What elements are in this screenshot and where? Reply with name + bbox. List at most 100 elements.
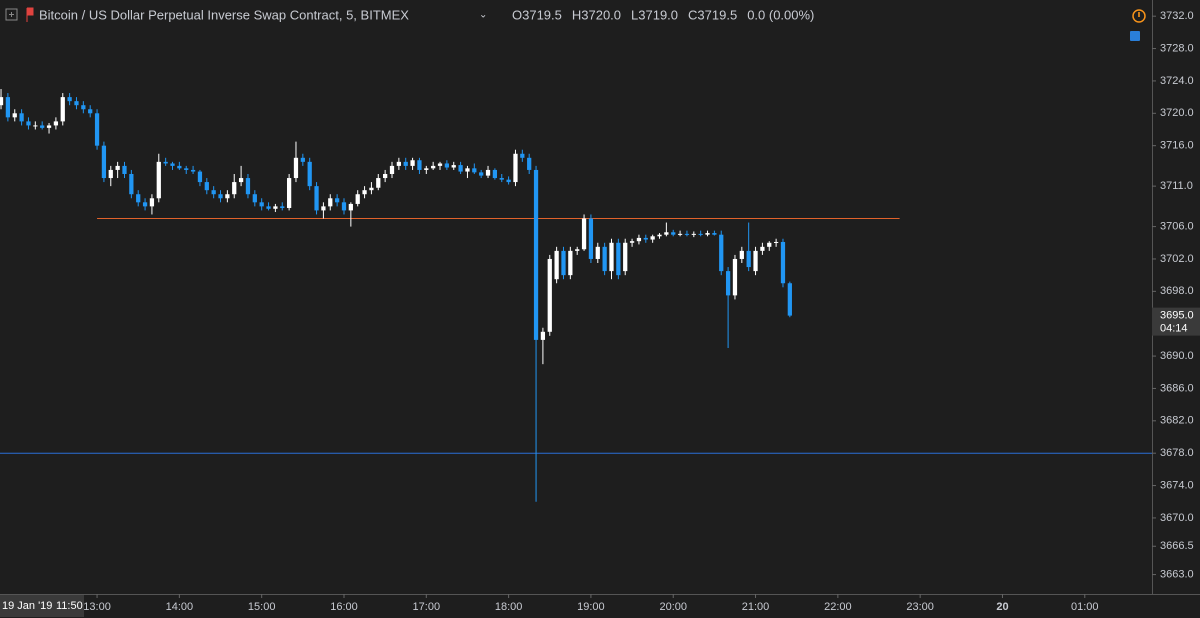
dropdown-caret[interactable]: ⌄ <box>479 10 487 21</box>
candle-body <box>88 109 93 114</box>
candle-body <box>616 242 621 276</box>
candle-body <box>383 173 388 179</box>
candle-body <box>26 121 31 126</box>
ohlc-value: O3719.5 <box>512 7 562 22</box>
candle-body <box>417 160 422 170</box>
alert-icon[interactable] <box>1132 9 1146 23</box>
expand-icon[interactable] <box>5 8 18 21</box>
candle-body <box>341 202 347 211</box>
y-tick-label: 3674.0 <box>1160 479 1194 491</box>
candle-body <box>643 237 648 240</box>
candle-body <box>657 234 662 237</box>
candle-body <box>540 331 546 340</box>
expand-plus <box>9 12 14 17</box>
x-tick-label: 01:00 <box>1071 601 1099 613</box>
ohlc-legend: O3719.5 H3720.0 L3719.0 C3719.5 0.0 (0.00%) <box>512 7 814 22</box>
candle-body <box>81 105 86 110</box>
x-tick-label: 17:00 <box>413 601 441 613</box>
candle-body <box>369 187 374 191</box>
x-tick-label: 19:00 <box>577 601 605 613</box>
candle-body <box>499 178 504 180</box>
candle-body <box>533 169 539 340</box>
candle-body <box>286 178 292 208</box>
candle-body <box>5 97 11 118</box>
candle-body <box>472 168 477 173</box>
candle-body <box>561 250 566 276</box>
candle-body <box>609 242 614 272</box>
x-tick-label: 21:00 <box>742 601 770 613</box>
candle-body <box>170 163 175 166</box>
candle-body <box>520 153 525 158</box>
candle-body <box>190 169 196 172</box>
x-tick-label: 13:00 <box>83 601 111 613</box>
candle-body <box>335 198 340 203</box>
candle-body <box>197 171 203 183</box>
candle-body <box>115 165 120 170</box>
x-tick-label: 22:00 <box>824 601 852 613</box>
candle-body <box>232 182 237 195</box>
candle-body <box>362 190 367 195</box>
crosshair-time-box <box>0 595 84 617</box>
candle-body <box>328 198 333 207</box>
candle-body <box>101 145 107 179</box>
alert-mark <box>1138 12 1140 17</box>
candle-body <box>767 242 772 247</box>
candle-body <box>156 161 161 199</box>
candle-body <box>252 194 257 203</box>
candle-body <box>623 242 628 272</box>
candle-body <box>266 206 271 209</box>
candle-body <box>396 161 401 166</box>
countdown-label: 04:14 <box>1160 323 1188 335</box>
candle-body <box>122 165 127 174</box>
y-tick-label: 3702.0 <box>1160 253 1194 265</box>
x-tick-label: 16:00 <box>330 601 358 613</box>
candle-body <box>424 168 429 170</box>
candle-body <box>211 190 216 195</box>
candle-body <box>485 169 491 176</box>
y-tick-label: 3663.0 <box>1160 568 1194 580</box>
candle-body <box>293 157 299 179</box>
candle-body <box>705 233 710 235</box>
candle-body <box>33 125 38 127</box>
candle-body <box>376 178 381 188</box>
last-price-label: 3695.0 <box>1160 310 1194 322</box>
candle-body <box>129 173 134 195</box>
candle-body <box>760 246 765 251</box>
y-tick-label: 3678.0 <box>1160 447 1194 459</box>
candle-body <box>245 178 251 195</box>
candle-body <box>479 172 484 176</box>
candle-body <box>739 250 744 259</box>
candle-body <box>19 113 24 122</box>
x-tick-label: 15:00 <box>248 601 276 613</box>
y-tick-label: 3724.0 <box>1160 75 1194 87</box>
crosshair-date: 19 Jan '19 <box>2 600 52 612</box>
candle-body <box>184 168 189 170</box>
candle-body <box>677 233 683 235</box>
candle-body <box>595 246 600 259</box>
x-tick-label: 14:00 <box>166 601 194 613</box>
candle-body <box>451 165 456 168</box>
x-tick-label: 20:00 <box>659 601 687 613</box>
candle-body <box>465 168 470 172</box>
candle-body <box>218 194 223 199</box>
candle-body <box>204 182 209 191</box>
x-tick-label: 23:00 <box>906 601 934 613</box>
y-tick-label: 3670.0 <box>1160 512 1194 524</box>
candle-body <box>348 203 353 211</box>
candle-body <box>314 186 319 211</box>
candle-body <box>177 165 182 169</box>
settings-icon[interactable] <box>1130 31 1140 41</box>
candle-body <box>149 198 155 207</box>
candle-body <box>575 249 580 251</box>
candle-body <box>732 258 738 296</box>
candle-body <box>554 250 559 280</box>
ohlc-value: H3720.0 <box>572 7 621 22</box>
candle-body <box>547 258 552 332</box>
candle-body <box>355 194 360 204</box>
candle-body <box>60 97 65 122</box>
candle-body <box>671 232 676 235</box>
y-tick-label: 3690.0 <box>1160 350 1194 362</box>
candle-body <box>712 233 717 235</box>
